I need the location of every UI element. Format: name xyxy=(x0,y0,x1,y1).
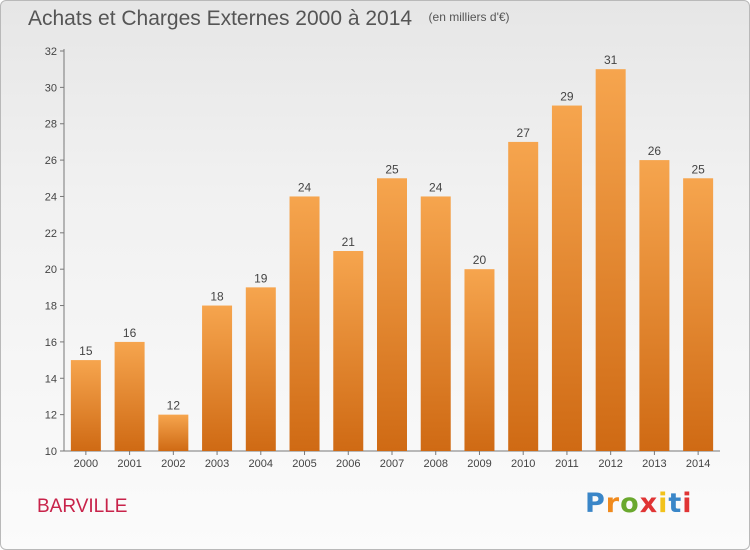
y-tick-label: 20 xyxy=(45,264,57,276)
bar-2007 xyxy=(377,178,407,452)
bar-2009 xyxy=(464,269,495,451)
data-label-2002: 12 xyxy=(167,399,181,413)
y-tick-label: 14 xyxy=(45,373,57,385)
data-label-2003: 18 xyxy=(210,290,224,304)
chart-title-block: Achats et Charges Externes 2000 à 2014 (… xyxy=(28,7,510,31)
x-tick-label: 2010 xyxy=(511,458,535,470)
x-tick-label: 2000 xyxy=(74,458,98,470)
x-tick-label: 2001 xyxy=(117,458,141,470)
logo-letter: x xyxy=(639,488,659,519)
y-tick-label: 32 xyxy=(45,46,57,58)
x-tick-label: 2004 xyxy=(249,458,273,470)
bar-2003 xyxy=(202,305,233,451)
x-axis: 2000 2001 2002 2003 2004 2005 2006 2007 2008 2009… xyxy=(64,450,720,470)
chart-title: Achats et Charges Externes 2000 à 2014 xyxy=(28,7,413,30)
x-tick-label: 2008 xyxy=(423,458,447,470)
chart-unit: (en milliers d'€) xyxy=(428,10,510,24)
data-label-2001: 16 xyxy=(123,326,137,340)
y-tick-label: 12 xyxy=(45,410,57,422)
logo-letter: r xyxy=(605,488,621,519)
data-label-2000: 15 xyxy=(79,344,93,358)
y-tick-label: 26 xyxy=(45,155,57,167)
y-axis: 10 12 14 16 18 20 22 24 26 28 30 32 xyxy=(45,46,65,458)
x-tick-label: 2007 xyxy=(380,458,404,470)
bar-2013 xyxy=(639,160,670,451)
bar-2002 xyxy=(158,414,189,451)
y-tick-label: 24 xyxy=(45,191,57,203)
data-label-2006: 21 xyxy=(342,235,356,249)
bar-2001 xyxy=(114,341,145,451)
data-label-2010: 27 xyxy=(517,126,531,140)
logo-letter: P xyxy=(585,488,606,519)
bar-2012 xyxy=(595,69,626,451)
bar-2005 xyxy=(289,196,320,451)
bar-2010 xyxy=(508,141,539,451)
bars xyxy=(70,69,714,452)
x-tick-label: 2003 xyxy=(205,458,229,470)
bar-2014 xyxy=(683,178,714,452)
x-tick-label: 2002 xyxy=(161,458,185,470)
x-tick-label: 2009 xyxy=(467,458,491,470)
y-tick-label: 16 xyxy=(45,337,57,349)
data-label-2007: 25 xyxy=(385,162,399,176)
x-tick-label: 2006 xyxy=(336,458,360,470)
x-tick-label: 2011 xyxy=(555,458,579,470)
x-tick-label: 2005 xyxy=(292,458,316,470)
data-label-2005: 24 xyxy=(298,180,312,194)
bar-2004 xyxy=(245,287,276,451)
data-labels: 15 16 12 18 19 24 21 25 24 20 27 29 31 26 25 xyxy=(79,53,705,412)
commune-name: BARVILLE xyxy=(37,496,128,517)
proxiti-logo: Proxiti xyxy=(585,488,693,519)
data-label-2008: 24 xyxy=(429,180,443,194)
bar-2011 xyxy=(551,105,582,451)
bar-2006 xyxy=(333,251,364,451)
data-label-2012: 31 xyxy=(604,53,618,67)
data-label-2013: 26 xyxy=(648,144,662,158)
y-tick-label: 18 xyxy=(45,301,57,313)
bar-2008 xyxy=(420,196,451,451)
y-tick-label: 28 xyxy=(45,119,57,131)
x-tick-label: 2014 xyxy=(686,458,710,470)
logo-letter: i xyxy=(658,488,669,519)
data-label-2009: 20 xyxy=(473,253,487,267)
y-tick-label: 10 xyxy=(45,446,57,458)
data-label-2011: 29 xyxy=(560,90,574,104)
data-label-2004: 19 xyxy=(254,271,268,285)
logo-letter: i xyxy=(682,488,693,519)
bar-2000 xyxy=(70,360,101,451)
logo-letter: o xyxy=(620,488,640,519)
data-label-2014: 25 xyxy=(691,162,705,176)
x-tick-label: 2013 xyxy=(642,458,666,470)
y-tick-label: 22 xyxy=(45,228,57,240)
logo-letter: t xyxy=(668,488,683,519)
y-tick-label: 30 xyxy=(45,82,57,94)
x-tick-label: 2012 xyxy=(598,458,622,470)
